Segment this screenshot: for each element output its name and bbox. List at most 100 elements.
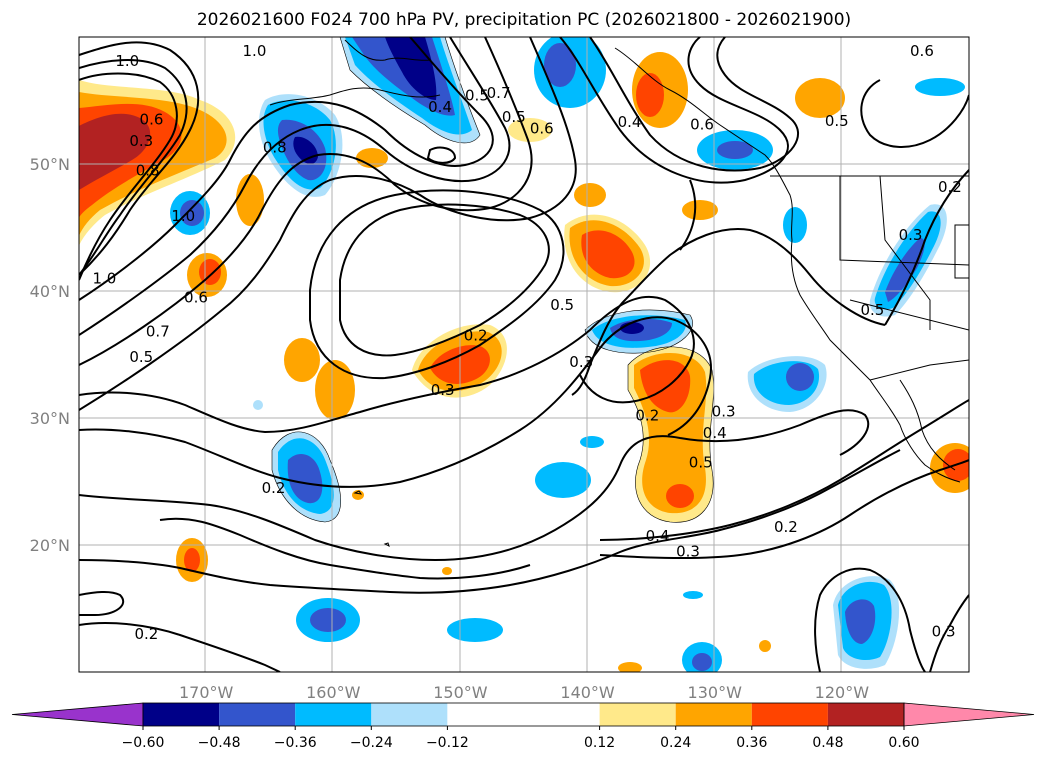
pv-contour-26: [679, 179, 697, 251]
colorbar-segment: [675, 703, 752, 726]
contour-label-18: 0.6: [690, 116, 714, 134]
anomaly-pos-shade-41: [640, 360, 691, 413]
pv-contour-8: [559, 37, 789, 184]
contour-label-6: 0.8: [263, 138, 287, 156]
anomaly-shade-16: [544, 43, 576, 87]
anomaly-shade-60: [184, 548, 200, 572]
contour-label-20: 0.6: [910, 42, 934, 60]
pv-contour-14: [309, 189, 565, 380]
pv-contour-19: [79, 449, 901, 594]
contour-label-24: 0.2: [464, 326, 488, 344]
lon-tick-label: 140°W: [560, 683, 615, 702]
lat-tick-label: 30°N: [30, 409, 70, 428]
colorbar-frame: [142, 702, 905, 727]
contour-label-1: 1.0: [115, 52, 139, 70]
pv-contour-21: [599, 459, 969, 560]
colorbar-tick-label: −0.24: [350, 735, 393, 751]
axis-labels: 170°W 160°W 150°W 140°W 130°W 120°W 20°N 30°N 40…: [30, 155, 870, 702]
contour-label-9: 0.6: [184, 288, 208, 306]
pv-contour-1: [79, 41, 200, 276]
colorbar-tick-label: 0.12: [584, 735, 615, 751]
pv-contour-9: [589, 37, 800, 172]
shade-outline-2: [584, 309, 693, 354]
contour-label-28: 0.2: [635, 406, 659, 424]
pv-contour-10: [860, 79, 969, 148]
pv-contour-25: [426, 146, 457, 164]
contour-label-26: 0.5: [550, 296, 574, 314]
anomaly-shade-33: [284, 338, 320, 382]
alaska-coast: [269, 87, 441, 106]
anomaly-shade-52: [692, 653, 712, 671]
anomaly-shade-58: [253, 400, 263, 410]
colorbar: [11, 702, 1035, 727]
pv-contour-15: [79, 295, 695, 434]
us-mexico-border: [869, 359, 969, 381]
colorbar-segment: [599, 703, 676, 726]
contour-label-22: 0.3: [899, 226, 923, 244]
contour-label-4: 0.8: [136, 161, 160, 179]
contour-label-5: 1.0: [243, 42, 267, 60]
anomaly-shade-22: [795, 78, 845, 118]
us-west-coast: [790, 239, 871, 381]
pv-contour-5: [79, 37, 511, 336]
pv-contour-6: [79, 37, 533, 366]
lat-tick-label: 20°N: [30, 536, 70, 555]
anomaly-shade-25: [574, 183, 606, 207]
anomaly-neg-shade-66: [885, 238, 925, 302]
colorbar-tick-label: 0.36: [736, 735, 767, 751]
colorbar-segment: [143, 703, 220, 726]
map-panel: [78, 36, 970, 673]
pv-contour-16: [79, 316, 712, 488]
anomaly-shade-34: [315, 360, 355, 420]
pv-contour-23: [814, 567, 926, 672]
pv-contour-11: [884, 169, 969, 326]
contour-label-11: 0.5: [129, 348, 153, 366]
pv-contour-27: [79, 591, 125, 616]
pv-contour-4: [79, 37, 494, 301]
anomaly-shade-57: [683, 591, 703, 599]
anomaly-shade-54: [442, 567, 452, 575]
colorbar-tick-label: −0.36: [274, 735, 317, 751]
contour-label-7: 1.0: [171, 207, 195, 225]
contour-label-19: 0.5: [825, 112, 849, 130]
lat-tick-label: 40°N: [30, 282, 70, 301]
pv-contour-13: [339, 203, 550, 357]
shade-outline-3: [271, 431, 341, 523]
colorbar-segment: [751, 703, 828, 726]
contour-label-25: 0.3: [431, 381, 455, 399]
colorbar-tick-label: 0.24: [660, 735, 691, 751]
anomaly-shade-14: [356, 148, 388, 168]
shade-outline-4: [627, 346, 714, 523]
anomaly-neg-shade-71: [845, 599, 876, 644]
colorbar-segment: [447, 703, 600, 726]
pv-contour-24: [929, 594, 969, 672]
lon-tick-label: 170°W: [179, 683, 234, 702]
contour-label-16: 0.6: [530, 119, 554, 137]
contour-label-32: 0.2: [262, 479, 286, 497]
anomaly-pos-shade-29: [581, 230, 635, 279]
contour-label-27: 0.3: [569, 353, 593, 371]
anomaly-shade-47: [580, 436, 604, 448]
pv-contour-2: [79, 59, 188, 276]
anomaly-shade-50: [310, 608, 346, 632]
anomaly-shade-56: [759, 640, 771, 652]
colorbar-tick-labels: −0.60 −0.48 −0.36 −0.24 −0.12 0.12 0.24 0.36 0.4…: [122, 726, 920, 751]
anomaly-shade-19: [636, 73, 664, 117]
pv-contour-22: [79, 622, 281, 672]
lon-tick-label: 150°W: [433, 683, 488, 702]
contour-label-31: 0.5: [689, 453, 713, 471]
lon-tick-label: 130°W: [688, 683, 743, 702]
pv-contour-3: [79, 72, 178, 281]
bc-coast: [614, 47, 793, 241]
colorbar-segment: [295, 703, 372, 726]
anomaly-shade-11: [180, 200, 204, 226]
contour-label-34: 0.3: [676, 542, 700, 560]
contour-label-29: 0.3: [712, 403, 736, 421]
contour-label-15: 0.5: [502, 108, 526, 126]
pv-contour-17: [79, 409, 870, 562]
baja-coast: [869, 379, 961, 483]
anomaly-shade-21: [717, 141, 753, 159]
mexico-coast: [899, 379, 956, 471]
colorbar-extend-max: [903, 702, 1035, 727]
